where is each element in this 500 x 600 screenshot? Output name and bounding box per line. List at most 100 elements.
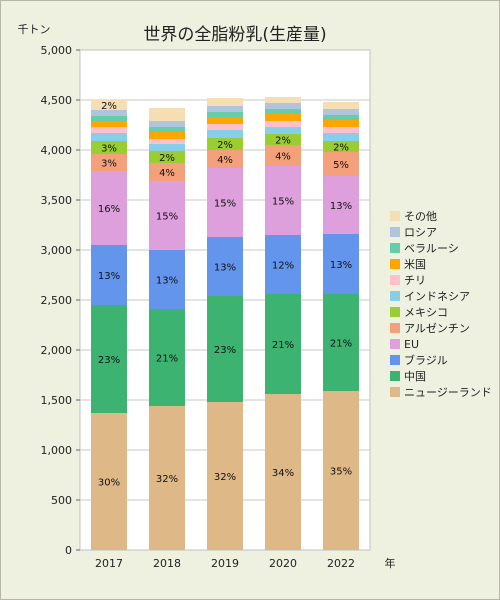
bar-segment bbox=[323, 152, 359, 176]
bar-segment bbox=[323, 109, 359, 115]
y-tick-label: 500 bbox=[51, 494, 72, 507]
bar-segment bbox=[265, 394, 301, 550]
segment-label: 30% bbox=[98, 478, 120, 489]
legend-label: チリ bbox=[404, 274, 426, 287]
bar-segment bbox=[91, 245, 127, 305]
bar-segment bbox=[207, 130, 243, 138]
x-unit-label: 年 bbox=[385, 556, 396, 570]
segment-label: 21% bbox=[156, 354, 178, 365]
legend-label: 中国 bbox=[404, 370, 426, 383]
bar-segment bbox=[207, 150, 243, 168]
legend-label: その他 bbox=[404, 210, 437, 223]
segment-label: 13% bbox=[330, 260, 352, 271]
bar-segment bbox=[149, 151, 185, 163]
segment-label: 13% bbox=[98, 271, 120, 282]
segment-label: 13% bbox=[214, 263, 236, 274]
bar-segment bbox=[207, 112, 243, 117]
legend-swatch bbox=[390, 323, 400, 333]
bar-segment bbox=[149, 139, 185, 144]
legend-swatch bbox=[390, 339, 400, 349]
bar-segment bbox=[149, 406, 185, 550]
segment-label: 2% bbox=[333, 143, 349, 154]
legend-swatch bbox=[390, 307, 400, 317]
legend-label: アルゼンチン bbox=[404, 322, 470, 335]
bar-segment bbox=[265, 166, 301, 235]
bar-segment bbox=[265, 109, 301, 114]
x-tick-label: 2022 bbox=[327, 557, 355, 570]
segment-label: 21% bbox=[330, 339, 352, 350]
bar-segment bbox=[91, 154, 127, 171]
y-tick-label: 0 bbox=[65, 544, 72, 557]
segment-label: 3% bbox=[101, 144, 117, 155]
y-unit-label: 千トン bbox=[18, 23, 51, 36]
bar-segment bbox=[207, 117, 243, 124]
bar-segment bbox=[91, 121, 127, 127]
segment-labels: 30% 23% 13% 16% 3% 3% 2% 32% 21% 13% 15% 4% 2% 32% 23%… bbox=[98, 101, 352, 489]
segment-label: 13% bbox=[330, 201, 352, 212]
bar-segment bbox=[149, 127, 185, 132]
bar-segment bbox=[265, 97, 301, 103]
bar-segment bbox=[323, 176, 359, 234]
legend-label: ロシア bbox=[404, 226, 437, 239]
bar-segment bbox=[149, 309, 185, 406]
legend-swatch bbox=[390, 211, 400, 221]
bar-segment bbox=[207, 402, 243, 550]
bar-segment bbox=[149, 144, 185, 151]
segment-label: 4% bbox=[275, 152, 291, 163]
segment-label: 21% bbox=[272, 340, 294, 351]
chart-title: 世界の全脂粉乳(生産量) bbox=[143, 25, 326, 45]
legend-swatch bbox=[390, 387, 400, 397]
bar-segment bbox=[91, 116, 127, 121]
bar-segment bbox=[149, 132, 185, 139]
y-tick-label: 2,000 bbox=[41, 344, 73, 357]
bar-segment bbox=[149, 163, 185, 181]
legend-label: ブラジル bbox=[404, 353, 448, 367]
segment-label: 12% bbox=[272, 261, 294, 272]
legend-swatch bbox=[390, 355, 400, 365]
bar-segment bbox=[91, 413, 127, 550]
segment-label: 32% bbox=[214, 472, 236, 483]
y-tick-label: 1,000 bbox=[41, 444, 73, 457]
segment-label: 4% bbox=[159, 168, 175, 179]
bar-segment bbox=[265, 145, 301, 166]
bar-segment bbox=[323, 294, 359, 391]
x-tick-label: 2020 bbox=[269, 557, 297, 570]
legend-label: EU bbox=[404, 338, 419, 351]
segment-label: 2% bbox=[275, 136, 291, 147]
bar-segment bbox=[91, 305, 127, 413]
bar-segment bbox=[323, 120, 359, 127]
bar-segment bbox=[265, 127, 301, 134]
y-tick-label: 3,500 bbox=[41, 194, 73, 207]
legend-swatch bbox=[390, 275, 400, 285]
bar-segment bbox=[207, 168, 243, 237]
y-tick-label: 4,500 bbox=[41, 94, 73, 107]
segment-label: 2% bbox=[159, 153, 175, 164]
bar-segment bbox=[91, 100, 127, 110]
bar-segment bbox=[265, 235, 301, 294]
x-axis-ticks: 2017 2018 2019 2020 2022 bbox=[95, 557, 355, 570]
bar-segment bbox=[149, 181, 185, 250]
segment-label: 5% bbox=[333, 160, 349, 171]
segment-label: 23% bbox=[214, 345, 236, 356]
x-tick-label: 2017 bbox=[95, 557, 123, 570]
segment-label: 15% bbox=[214, 199, 236, 210]
bar-segment bbox=[323, 141, 359, 152]
bar-segment bbox=[323, 102, 359, 109]
segment-label: 35% bbox=[330, 467, 352, 478]
segment-label: 15% bbox=[272, 197, 294, 208]
bar-segment bbox=[91, 133, 127, 141]
y-tick-label: 5,000 bbox=[41, 44, 73, 57]
y-tick-label: 4,000 bbox=[41, 144, 73, 157]
bar-segment bbox=[149, 250, 185, 309]
bar-segment bbox=[323, 127, 359, 133]
segment-label: 23% bbox=[98, 355, 120, 366]
bar-segment bbox=[323, 234, 359, 294]
bar-segment bbox=[323, 115, 359, 120]
bar-segment bbox=[265, 103, 301, 109]
y-tick-label: 2,500 bbox=[41, 294, 73, 307]
legend-swatch bbox=[390, 291, 400, 301]
bar-segment bbox=[91, 127, 127, 133]
bar-segment bbox=[207, 124, 243, 130]
